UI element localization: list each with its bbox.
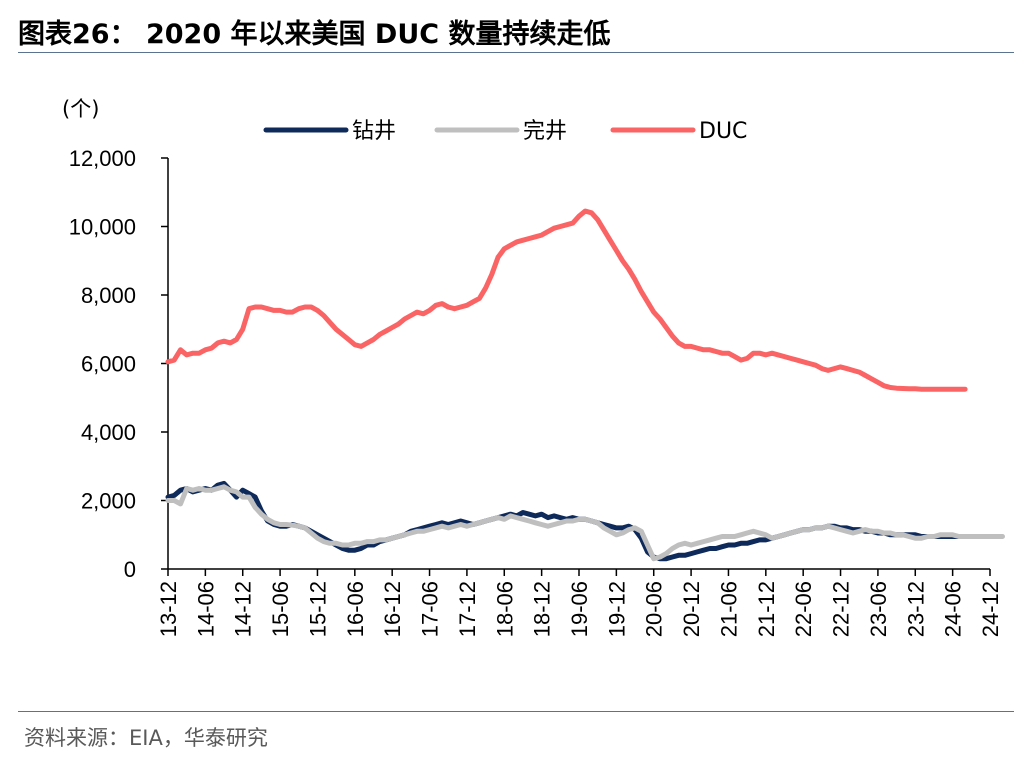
x-tick-label: 16-06 [343,581,368,637]
x-tick-label: 21-12 [754,581,779,637]
y-tick-label: 8,000 [81,283,136,308]
x-tick-label: 18-12 [530,581,555,637]
chart-series [165,208,1005,562]
x-tick-label: 23-06 [866,581,891,637]
x-tick-label: 23-12 [903,581,928,637]
x-tick-label: 24-06 [941,581,966,637]
chart-axes: 0 2,000 4,000 6,000 8,000 10,000 12,000 13-12 14… [69,146,1003,637]
source-note: 资料来源：EIA，华泰研究 [24,726,268,750]
y-tick-label: 4,000 [81,420,136,445]
y-tick-label: 12,000 [69,146,136,171]
x-tick-label: 15-06 [268,581,293,637]
x-tick-label: 22-06 [791,581,816,637]
x-tick-label: 19-12 [604,581,629,637]
chart-title: 图表26： 2020 年以来美国 DUC 数量持续走低 [18,19,611,50]
x-tick-label: 17-06 [418,581,443,637]
x-tick-label: 17-12 [455,581,480,637]
y-tick-label: 2,000 [81,489,136,514]
x-tick-label: 16-12 [380,581,405,637]
legend-label: 钻井 [352,119,396,144]
series-line-完井 [165,484,1005,562]
x-tick-label: 18-06 [492,581,517,637]
line-chart: 0 2,000 4,000 6,000 8,000 10,000 12,000 13-12 14… [62,97,1005,637]
x-tick-label: 13-12 [156,581,181,637]
y-tick-label: 10,000 [69,215,136,240]
chart-legend: 钻井 完井 DUC [263,119,747,144]
series-line-DUC [165,208,968,392]
title-divider [18,52,1014,53]
source-divider [18,711,1014,712]
x-tick-label: 19-06 [567,581,592,637]
x-tick-label: 15-12 [305,581,330,637]
x-tick-label: 14-06 [193,581,218,637]
legend-label: 完井 [523,119,567,144]
legend-label: DUC [699,119,747,144]
x-tick-label: 24-12 [978,581,1003,637]
x-tick-label: 20-06 [642,581,667,637]
x-tick-label: 22-12 [829,581,854,637]
y-tick-label: 6,000 [81,352,136,377]
x-tick-label: 20-12 [679,581,704,637]
y-unit-label: (个) [62,97,99,121]
y-tick-label: 0 [124,557,136,582]
x-tick-label: 21-06 [716,581,741,637]
x-tick-label: 14-12 [231,581,256,637]
